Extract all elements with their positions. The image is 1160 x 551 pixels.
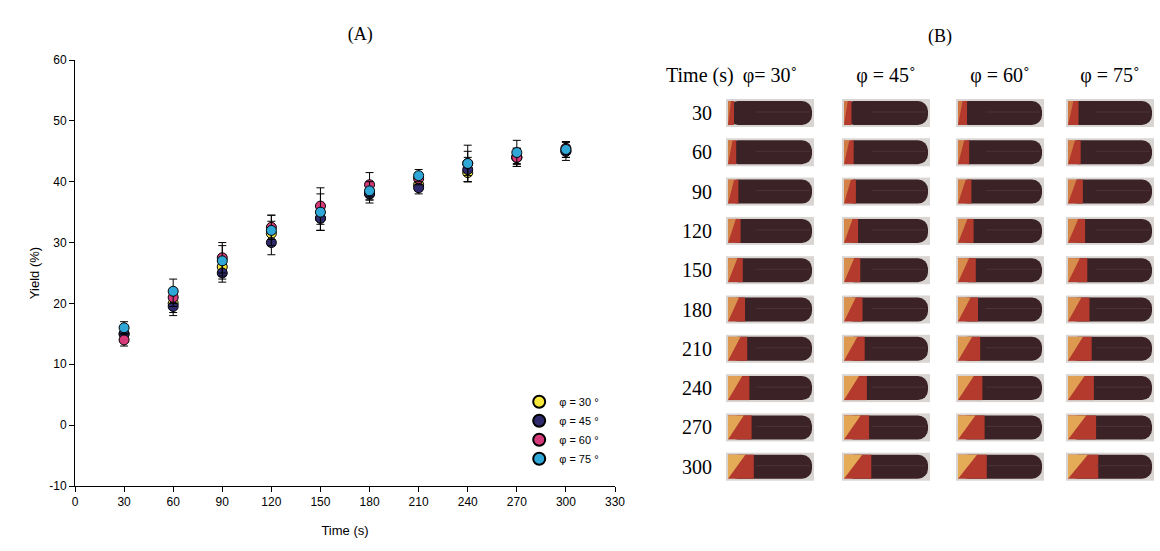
svg-text:60: 60: [692, 141, 712, 163]
svg-text:330: 330: [605, 495, 625, 509]
svg-text:300: 300: [556, 495, 576, 509]
svg-text:φ = 75˚: φ = 75˚: [1080, 64, 1139, 87]
svg-text:60: 60: [167, 495, 181, 509]
svg-text:120: 120: [682, 220, 712, 242]
svg-text:30: 30: [692, 102, 712, 124]
svg-text:150: 150: [310, 495, 330, 509]
svg-text:(A): (A): [348, 24, 373, 45]
svg-text:60: 60: [53, 53, 67, 67]
svg-text:270: 270: [682, 416, 712, 438]
svg-text:210: 210: [409, 495, 429, 509]
svg-text:120: 120: [261, 495, 281, 509]
svg-text:240: 240: [458, 495, 478, 509]
svg-text:30: 30: [53, 236, 67, 250]
svg-text:40: 40: [53, 175, 67, 189]
svg-text:210: 210: [682, 338, 712, 360]
svg-text:(B): (B): [928, 26, 952, 47]
svg-text:180: 180: [360, 495, 380, 509]
svg-text:Yield (%): Yield (%): [27, 247, 42, 299]
svg-text:0: 0: [72, 495, 79, 509]
svg-text:240: 240: [682, 377, 712, 399]
svg-text:φ = 60˚: φ = 60˚: [970, 64, 1029, 87]
svg-text:φ = 45 °: φ = 45 °: [559, 415, 598, 427]
svg-text:50: 50: [53, 114, 67, 128]
svg-text:φ = 30 °: φ = 30 °: [559, 396, 598, 408]
svg-text:φ = 60 °: φ = 60 °: [559, 434, 598, 446]
svg-text:Time (s): Time (s): [321, 523, 368, 538]
svg-text:20: 20: [53, 297, 67, 311]
svg-text:180: 180: [682, 299, 712, 321]
svg-text:150: 150: [682, 259, 712, 281]
svg-text:Time (s): Time (s): [666, 64, 734, 87]
svg-text:φ= 30˚: φ= 30˚: [743, 64, 797, 87]
svg-text:φ = 45˚: φ = 45˚: [856, 64, 915, 87]
svg-text:300: 300: [682, 456, 712, 478]
svg-text:30: 30: [117, 495, 131, 509]
svg-text:90: 90: [692, 181, 712, 203]
svg-text:0: 0: [60, 418, 67, 432]
svg-text:φ = 75 °: φ = 75 °: [559, 453, 598, 465]
svg-text:90: 90: [216, 495, 230, 509]
svg-text:10: 10: [53, 357, 67, 371]
svg-text:-10: -10: [49, 479, 67, 493]
svg-text:270: 270: [507, 495, 527, 509]
